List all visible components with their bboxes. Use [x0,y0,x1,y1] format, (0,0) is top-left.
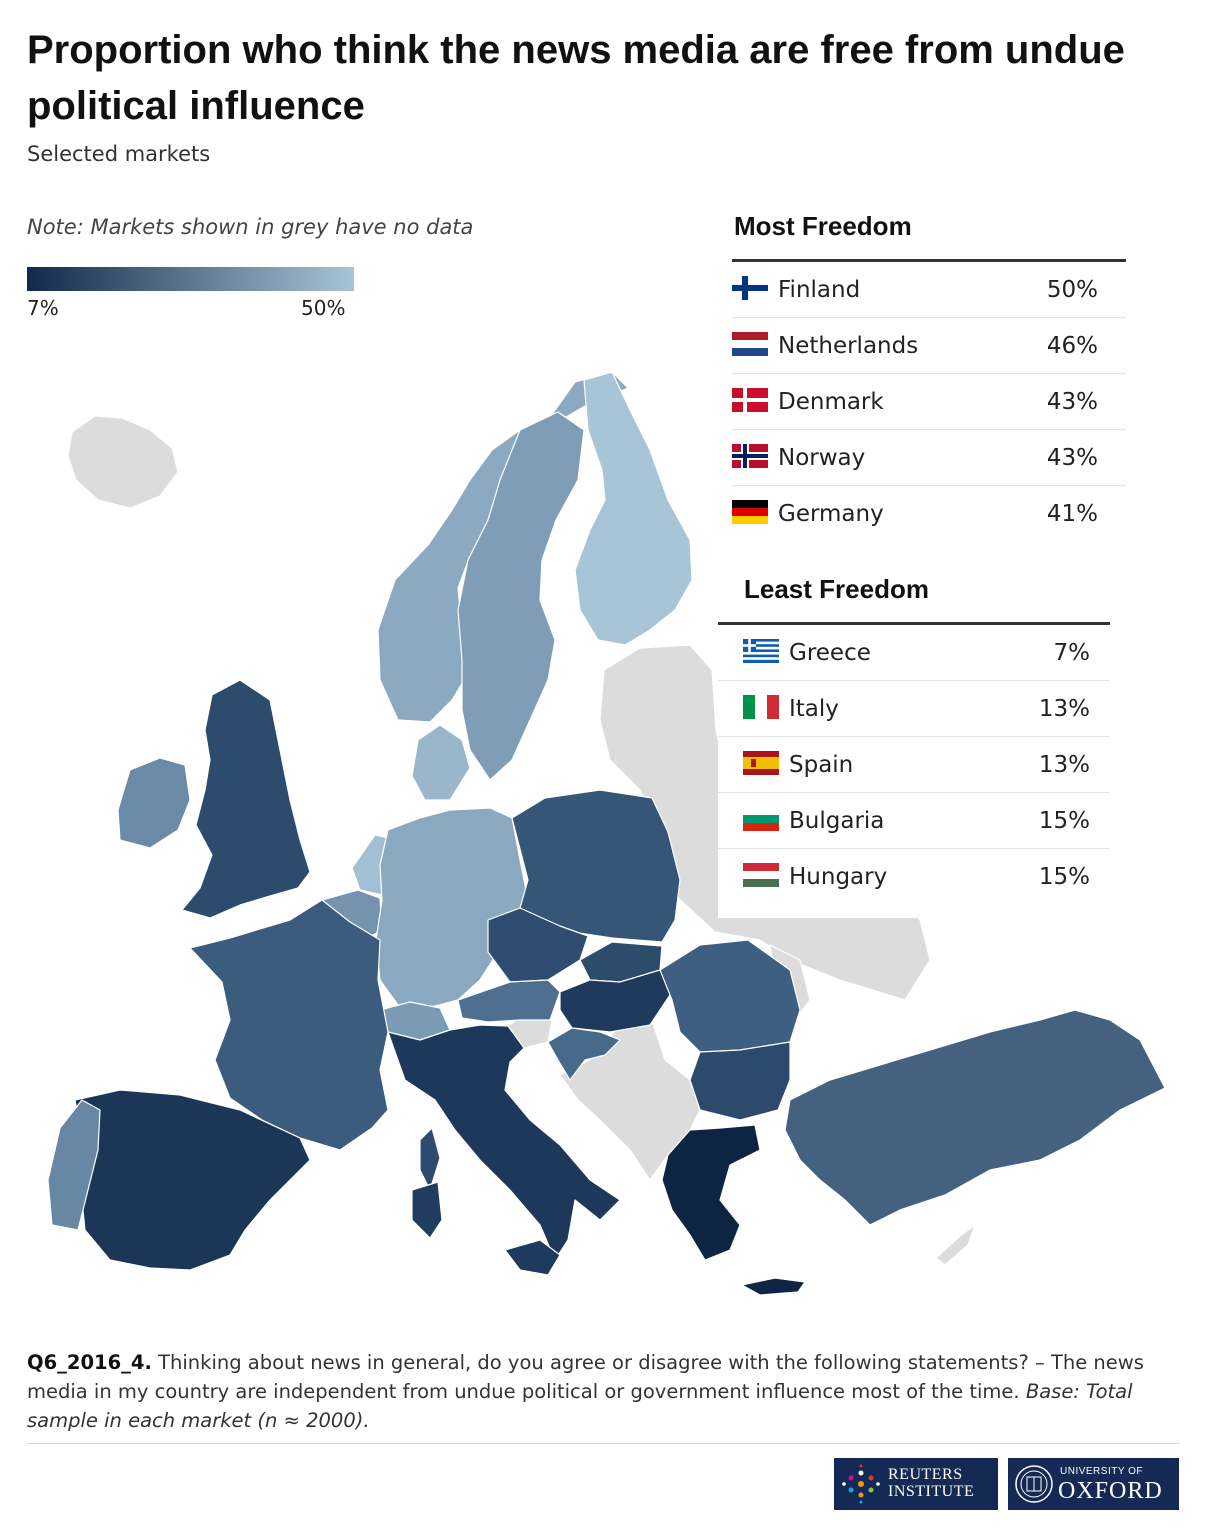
country-name: Hungary [789,863,888,890]
reuters-dots-icon [842,1464,880,1504]
color-scale-min-label: 7% [27,296,59,320]
region-cyprus [935,1224,976,1266]
reuters-institute-logo: REUTERS INSTITUTE [834,1458,998,1510]
country-name: Netherlands [778,332,919,359]
region-iceland [67,415,179,509]
region-hungary [559,969,673,1033]
region-france [189,899,389,1151]
country-value: 43% [1046,388,1098,415]
rank-row-italy: Italy 13% [718,681,1110,737]
country-value: 13% [1038,695,1090,722]
country-name: Norway [778,444,866,471]
country-name: Greece [789,639,871,666]
region-corsica [419,1127,441,1191]
region-uk [181,679,311,919]
region-portugal [47,1099,101,1231]
country-value: 43% [1046,444,1098,471]
country-name: Spain [789,751,854,778]
most-freedom-panel: Most Freedom Finland 50% Netherlands 46%… [720,200,1140,530]
country-value: 15% [1038,807,1090,834]
region-turkey [784,1009,1166,1226]
greece-flag-icon [743,639,779,663]
rank-row-denmark: Denmark 43% [732,374,1126,430]
region-finland [574,371,693,646]
country-value: 41% [1046,500,1098,527]
hungary-flag-icon [743,863,779,887]
question-code: Q6_2016_4. [27,1351,152,1374]
germany-flag-icon [732,500,768,524]
least-freedom-list: Greece 7% Italy 13% Spain 13% Bulgaria 1… [718,622,1110,904]
oxford-crest-icon [1015,1465,1053,1503]
bulgaria-flag-icon [743,807,779,831]
region-sicily [504,1239,561,1276]
region-austria [457,979,561,1023]
least-freedom-panel: Least Freedom Greece 7% Italy 13% Spain … [718,560,1128,918]
oxford-logo: UNIVERSITY OF OXFORD [1008,1458,1179,1510]
country-value: 13% [1038,751,1090,778]
country-name: Finland [778,276,861,303]
rank-row-spain: Spain 13% [718,737,1110,793]
region-crete [741,1277,806,1296]
most-freedom-title: Most Freedom [734,211,912,241]
page-title: Proportion who think the news media are … [27,28,1125,128]
reuters-line1: REUTERS [888,1466,963,1483]
reuters-line2: INSTITUTE [888,1483,975,1500]
region-croatia [547,1027,621,1081]
rank-row-bulgaria: Bulgaria 15% [718,793,1110,849]
region-germany [375,807,529,1011]
rank-row-hungary: Hungary 15% [718,849,1110,904]
note: Note: Markets shown in grey have no data [27,215,474,239]
base-text: Base: Total sample in each market (n ≈ 2… [27,1380,1133,1432]
netherlands-flag-icon [732,332,768,356]
region-italy [387,1024,621,1261]
region-sardinia [411,1181,443,1239]
color-scale-bar [27,267,354,291]
country-value: 15% [1038,863,1090,890]
finland-flag-icon [732,276,768,300]
rank-row-finland: Finland 50% [732,262,1126,318]
rank-row-netherlands: Netherlands 46% [732,318,1126,374]
most-freedom-list: Finland 50% Netherlands 46% Denmark 43% … [732,259,1126,541]
least-freedom-title: Least Freedom [744,574,929,604]
country-name: Denmark [778,388,884,415]
footnote: Q6_2016_4. Thinking about news in genera… [27,1348,1182,1435]
europe-map [47,371,1166,1296]
spain-flag-icon [743,751,779,775]
country-name: Germany [778,500,884,527]
rank-row-germany: Germany 41% [732,486,1126,541]
oxford-line1: UNIVERSITY OF [1060,1466,1143,1477]
region-sweden [457,411,585,781]
region-greece [661,1124,761,1261]
footer-divider [27,1443,1180,1444]
rank-row-greece: Greece 7% [718,625,1110,681]
italy-flag-icon [743,695,779,719]
country-name: Bulgaria [789,807,885,834]
oxford-line2: OXFORD [1058,1478,1163,1504]
country-value: 7% [1053,639,1091,666]
region-bulgaria [689,1041,791,1121]
subtitle: Selected markets [27,142,211,166]
rank-row-norway: Norway 43% [732,430,1126,486]
region-denmark [411,724,471,801]
country-value: 50% [1046,276,1098,303]
country-value: 46% [1046,332,1098,359]
country-name: Italy [789,695,839,722]
norway-flag-icon [732,444,768,468]
denmark-flag-icon [732,388,768,412]
question-text: Thinking about news in general, do you a… [27,1351,1144,1403]
region-ireland [117,757,191,849]
color-scale-max-label: 50% [301,296,346,320]
